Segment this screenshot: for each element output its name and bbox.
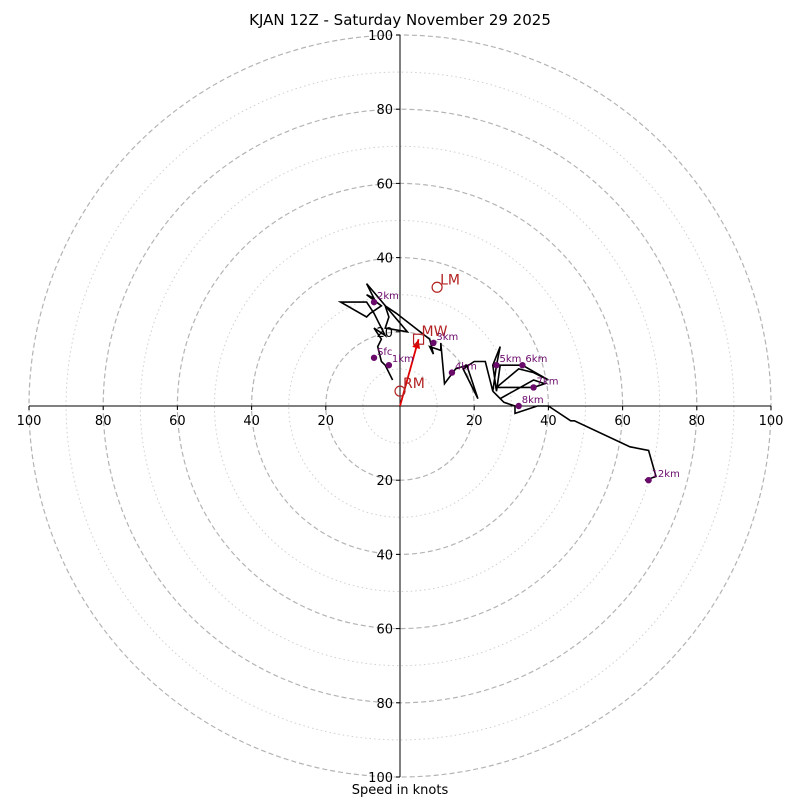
height-label-4km: 4km [455,362,477,373]
lm-marker [431,281,443,293]
height-label-2km: 2km [377,291,399,302]
y-tick-label: 40 [376,548,393,563]
height-marker-12km [645,477,652,484]
height-label-8km: 8km [522,395,544,406]
y-tick-label: 80 [376,103,393,118]
height-marker-6km [519,361,526,369]
height-marker-sfc [370,354,378,361]
y-tick-label: 40 [376,252,393,267]
y-tick-label: 60 [376,177,393,192]
height-label-7km: 7km [537,376,559,387]
height-marker-4km [448,369,456,376]
rm-label: RM [403,376,425,392]
shear-vector [399,338,420,407]
height-label-12km: 12km [652,469,680,480]
x-tick-label: 40 [540,414,557,429]
y-tick-label: 80 [376,697,393,712]
wind-trace-line [337,283,657,481]
mw-label: MW [422,324,448,340]
height-marker-8km [515,402,522,410]
chart-title: KJAN 12Z - Saturday November 29 2025 [249,11,551,29]
x-tick-label: 80 [95,414,112,429]
height-marker-5km [493,361,500,369]
height-marker-7km [530,384,537,391]
height-label-1km: 1km [392,354,414,365]
height-label-3km: 3km [436,332,458,343]
y-tick-label: 20 [376,474,393,489]
x-tick-label: 100 [17,414,42,429]
height-label-5km: 5km [499,354,521,365]
y-tick-label: 100 [368,771,393,786]
wind-trace [337,283,657,481]
rm-marker [394,385,406,397]
x-tick-label: 40 [243,414,260,429]
lm-label: LM [440,272,460,288]
height-marker-3km [430,339,437,347]
y-tick-label: 60 [376,623,393,638]
x-tick-label: 60 [169,414,186,429]
height-marker-2km [370,298,378,306]
x-tick-label: 20 [318,414,335,429]
height-label-sfc: Sfc [377,347,392,358]
height-label-6km: 6km [525,354,547,365]
x-tick-label: 20 [466,414,483,429]
x-tick-label: 80 [689,414,706,429]
storm-motion-markers: LM MW RM [394,272,460,397]
height-marker-1km [385,361,393,369]
x-tick-label: 100 [759,414,784,429]
x-tick-label: 60 [614,414,631,429]
mw-marker [412,333,425,345]
x-axis-label: Speed in knots [351,783,449,798]
y-tick-label: 100 [368,29,393,44]
